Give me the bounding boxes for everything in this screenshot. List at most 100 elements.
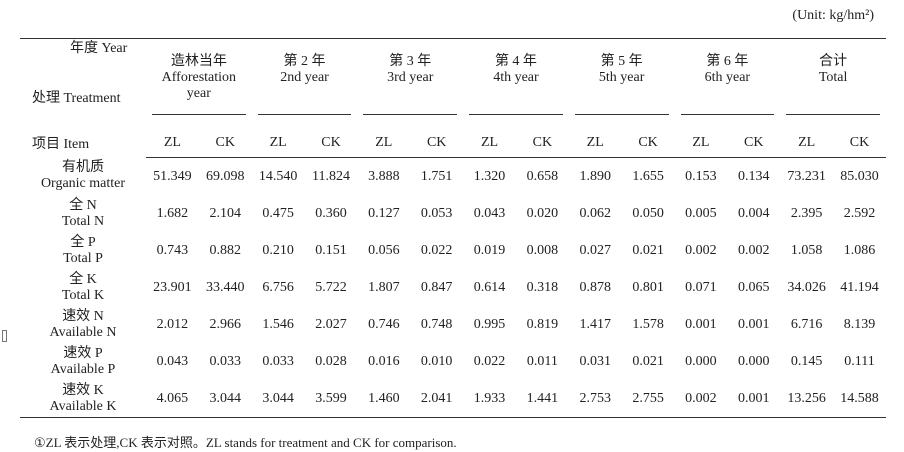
year-col-header: 造林当年 Afforestation year — [146, 39, 252, 130]
table-cell: 0.050 — [632, 205, 664, 221]
table-cell: 1.546 — [262, 316, 294, 332]
ck-header: CK — [515, 129, 569, 158]
table-cell: 8.139 — [843, 316, 876, 332]
table-cell: 85.030 — [840, 168, 879, 184]
year-header: 年度 Year — [70, 41, 128, 56]
table-cell: 0.004 — [738, 205, 770, 221]
table-cell: 0.111 — [844, 353, 875, 369]
table-cell: 2.395 — [790, 205, 823, 221]
table-cell: 0.062 — [579, 205, 611, 221]
table-row: 速效 P Available P 0.043 0.033 0.033 0.028 0.016… — [20, 343, 886, 380]
treatment-header: 处理 Treatment — [32, 91, 121, 106]
footnote: ①ZL 表示处理,CK 表示对照。ZL stands for treatment… — [34, 435, 457, 450]
table-cell: 2.027 — [315, 316, 347, 332]
table-row: 全 N Total N 1.682 2.104 0.475 0.360 0.127 0.053… — [20, 195, 886, 232]
table-cell: 2.592 — [843, 205, 876, 221]
zl-header: ZL — [568, 129, 622, 158]
data-table: 年度 Year 处理 Treatment 项目 Item 造林当年 Affores… — [20, 38, 886, 418]
table-cell: 14.540 — [258, 168, 298, 184]
zl-header: ZL — [146, 129, 199, 158]
table-cell: 0.614 — [473, 279, 506, 295]
table-cell: 11.824 — [311, 168, 350, 184]
year-col-header: 第 3 年 3rd year — [357, 39, 463, 130]
table-cell: 0.748 — [420, 316, 453, 332]
corner-header: 年度 Year 处理 Treatment 项目 Item — [20, 39, 146, 158]
table-cell: 69.098 — [206, 168, 245, 184]
table-cell: 0.127 — [368, 205, 400, 221]
table-cell: 0.878 — [579, 279, 611, 295]
table-cell: 3.599 — [315, 390, 347, 406]
year-col-header: 第 4 年 4th year — [463, 39, 569, 130]
table-cell: 1.417 — [579, 316, 611, 332]
table-cell: 1.086 — [843, 242, 876, 258]
table-cell: 0.134 — [738, 168, 770, 184]
zl-header: ZL — [251, 129, 305, 158]
table-cell: 0.743 — [156, 242, 189, 258]
table-cell: 0.020 — [526, 205, 559, 221]
zl-header: ZL — [674, 129, 728, 158]
table-cell: 5.722 — [315, 279, 347, 295]
table-cell: 14.588 — [840, 390, 879, 406]
table-cell: 0.475 — [262, 205, 294, 221]
table-cell: 0.021 — [632, 353, 664, 369]
ck-header: CK — [621, 129, 675, 158]
table-cell: 2.041 — [420, 390, 453, 406]
table-cell: 73.231 — [787, 168, 826, 184]
table-cell: 23.901 — [153, 279, 192, 295]
year-col-header: 第 5 年 5th year — [569, 39, 675, 130]
table-cell: 0.001 — [738, 316, 770, 332]
zl-header: ZL — [780, 129, 834, 158]
table-cell: 0.043 — [156, 353, 189, 369]
table-cell: 0.002 — [685, 242, 717, 258]
table-cell: 34.026 — [787, 279, 826, 295]
table-cell: 0.065 — [738, 279, 770, 295]
table-cell: 0.022 — [420, 242, 453, 258]
ck-header: CK — [833, 129, 886, 158]
table-cell: 0.995 — [473, 316, 506, 332]
year-col-header: 第 2 年 2nd year — [252, 39, 358, 130]
table-cell: 0.000 — [685, 353, 717, 369]
table-cell: 3.044 — [209, 390, 242, 406]
table-cell: 4.065 — [156, 390, 189, 406]
table-cell: 0.027 — [579, 242, 611, 258]
table-cell: 1.320 — [473, 168, 506, 184]
table-row: 速效 N Available N 2.012 2.966 1.546 2.027 0.746… — [20, 306, 886, 343]
table-cell: 1.933 — [473, 390, 506, 406]
table-cell: 0.746 — [368, 316, 400, 332]
table-cell: 0.053 — [420, 205, 453, 221]
table-cell: 0.002 — [685, 390, 717, 406]
table-cell: 0.010 — [420, 353, 453, 369]
table-cell: 1.655 — [632, 168, 664, 184]
table-cell: 0.056 — [368, 242, 400, 258]
table-cell: 0.016 — [368, 353, 400, 369]
table-cell: 0.318 — [526, 279, 559, 295]
ck-header: CK — [304, 129, 358, 158]
table-cell: 6.756 — [262, 279, 294, 295]
zl-header: ZL — [357, 129, 411, 158]
table-cell: 0.005 — [685, 205, 717, 221]
table-cell: 0.151 — [315, 242, 347, 258]
year-col-header: 合计 Total — [780, 39, 886, 130]
table-cell: 0.019 — [473, 242, 506, 258]
margin-mark — [2, 330, 7, 342]
table-cell: 0.847 — [420, 279, 453, 295]
zl-header: ZL — [463, 129, 516, 158]
table-cell: 0.001 — [738, 390, 770, 406]
table-cell: 6.716 — [790, 316, 823, 332]
table-cell: 1.751 — [420, 168, 453, 184]
row-label: 速效 N Available N — [49, 308, 117, 340]
table-cell: 0.801 — [632, 279, 664, 295]
table-cell: 0.001 — [685, 316, 717, 332]
unit-label: (Unit: kg/hm²) — [792, 8, 874, 23]
ck-header: CK — [727, 129, 781, 158]
row-label: 全 N Total N — [61, 197, 105, 229]
table-cell: 1.058 — [790, 242, 823, 258]
table-cell: 0.043 — [473, 205, 506, 221]
table-cell: 0.031 — [579, 353, 611, 369]
table-cell: 2.104 — [209, 205, 242, 221]
table-cell: 3.044 — [262, 390, 294, 406]
table-row: 全 P Total P 0.743 0.882 0.210 0.151 0.056 0.022… — [20, 232, 886, 269]
table-cell: 2.755 — [632, 390, 664, 406]
table-row: 速效 K Available K 4.065 3.044 3.044 3.599 1.460… — [20, 380, 886, 418]
table-cell: 51.349 — [153, 168, 192, 184]
